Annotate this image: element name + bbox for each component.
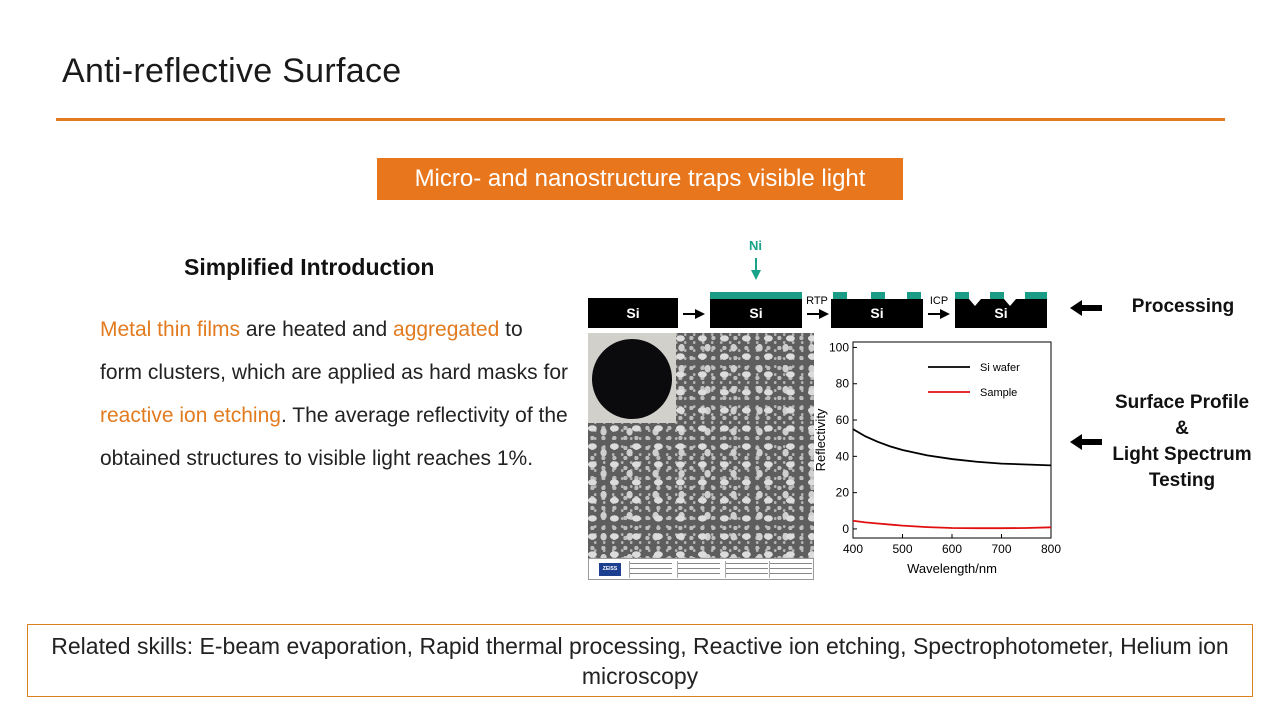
plot-frame — [852, 341, 1052, 539]
si-label-4: Si — [994, 305, 1007, 321]
rtp-label: RTP — [806, 295, 828, 307]
reflectivity-chart: 400 500 600 700 800 0 20 40 60 80 100 Wavelength/nm… — [813, 340, 1061, 576]
sem-info-bar: ZEISS — [588, 558, 814, 580]
testing-label-line: & — [1175, 418, 1189, 439]
intro-heading: Simplified Introduction — [184, 254, 435, 280]
ni-film — [710, 292, 802, 299]
testing-label-line: Light Spectrum — [1112, 444, 1252, 465]
x-tick-label: 600 — [942, 542, 962, 556]
sem-info-cell — [725, 561, 768, 578]
processing-label: Processing — [1131, 296, 1235, 317]
x-tick-label: 500 — [892, 542, 912, 556]
si-block-1 — [588, 298, 678, 328]
title-underline — [56, 118, 1225, 121]
highlighted-term: aggregated — [393, 318, 500, 341]
y-tick-label: 20 — [836, 486, 850, 500]
process-diagram: Si Si RTP Si ICP Si — [588, 258, 1047, 328]
si-block-2 — [710, 299, 802, 328]
testing-label-line: Surface Profile — [1114, 392, 1250, 413]
testing-label: Surface Profile & Light Spectrum Testing — [1100, 390, 1264, 494]
testing-label-line: Testing — [1148, 470, 1216, 491]
banner: Micro- and nanostructure traps visible l… — [377, 158, 903, 200]
intro-text-run: . The average reflectivity of the obtain… — [100, 404, 568, 470]
black-wafer — [592, 339, 672, 419]
si-label-3: Si — [870, 305, 883, 321]
x-tick-label: 800 — [1041, 542, 1061, 556]
sem-info-cell — [677, 561, 720, 578]
sem-info-cell — [769, 561, 812, 578]
x-axis-label: Wavelength/nm — [907, 561, 997, 576]
ni-arrow — [751, 258, 761, 280]
y-tick-label: 60 — [836, 413, 850, 427]
related-skills: Related skills: E-beam evaporation, Rapi… — [27, 624, 1253, 697]
si-label-2: Si — [749, 305, 762, 321]
y-tick-label: 80 — [836, 377, 850, 391]
wafer-photo — [588, 333, 676, 423]
y-tick-label: 0 — [842, 522, 849, 536]
icp-label: ICP — [930, 295, 948, 307]
x-tick-label: 400 — [843, 542, 863, 556]
ni-clusters — [833, 292, 921, 299]
ni-label: Ni — [749, 238, 762, 253]
si-label-1: Si — [626, 305, 639, 321]
intro-text-run: are heated and — [240, 318, 394, 341]
arrow-3 — [928, 309, 950, 319]
zeiss-logo: ZEISS — [599, 563, 621, 576]
series-line-1 — [852, 519, 1052, 530]
arrow-1 — [683, 309, 705, 319]
intro-paragraph: Metal thin films are heated and aggregat… — [100, 308, 570, 480]
legend-label-0: Si wafer — [980, 362, 1020, 374]
processing-arrow — [1070, 300, 1102, 316]
slide-title: Anti-reflective Surface — [62, 52, 402, 90]
intro-text-run: to form clusters, which are applied as h… — [100, 318, 569, 384]
arrow-2 — [807, 309, 829, 319]
etched-structure — [955, 292, 1047, 328]
highlighted-term: Metal thin films — [100, 318, 241, 341]
x-tick-label: 700 — [991, 542, 1011, 556]
y-tick-label: 40 — [836, 449, 850, 463]
si-block-3 — [831, 299, 923, 328]
testing-arrow — [1070, 434, 1102, 450]
y-tick-label: 100 — [829, 340, 849, 354]
sem-info-cell — [629, 561, 672, 578]
series-line-0 — [852, 428, 1052, 467]
legend-label-1: Sample — [980, 387, 1017, 399]
y-axis-label: Reflectivity — [813, 408, 828, 471]
highlighted-term: reactive ion etching — [100, 404, 281, 427]
